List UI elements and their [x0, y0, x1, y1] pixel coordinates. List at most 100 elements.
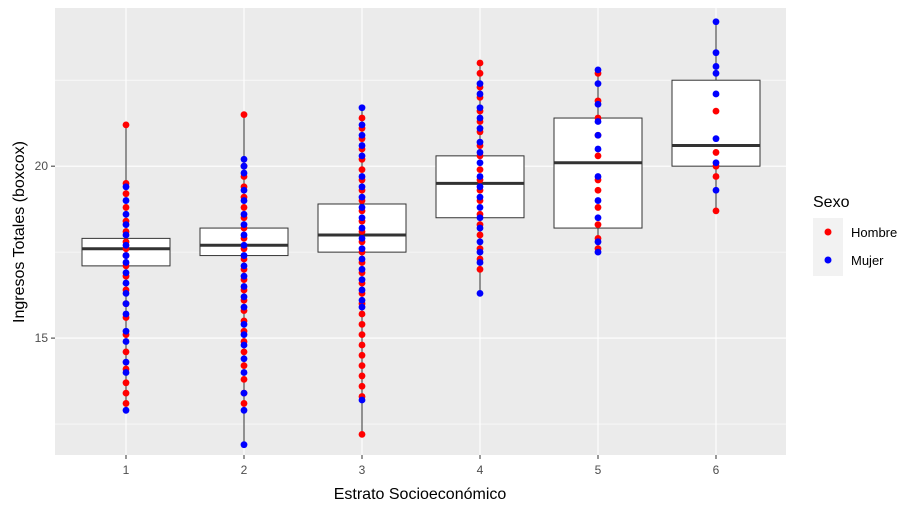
point-hombre: [476, 231, 484, 239]
point-mujer: [358, 255, 366, 263]
point-hombre: [240, 111, 248, 118]
point-mujer: [358, 193, 366, 201]
point-hombre: [358, 372, 366, 380]
point-mujer: [476, 124, 484, 132]
plot-panel: [55, 8, 786, 455]
point-hombre: [122, 400, 130, 407]
point-mujer: [476, 104, 484, 112]
point-mujer: [240, 331, 248, 339]
point-mujer: [476, 248, 484, 256]
point-mujer: [594, 214, 602, 222]
legend-key-hombre: [824, 228, 832, 236]
point-mujer: [122, 310, 130, 318]
point-mujer: [240, 241, 248, 249]
point-hombre: [594, 221, 602, 229]
y-tick-label: 20: [35, 159, 49, 173]
point-mujer: [240, 272, 248, 280]
point-mujer: [712, 18, 720, 26]
x-tick-label: 4: [477, 463, 484, 477]
point-mujer: [240, 320, 248, 328]
point-mujer: [594, 173, 602, 180]
point-hombre: [712, 173, 720, 180]
point-hombre: [122, 121, 130, 129]
point-mujer: [358, 173, 366, 180]
point-mujer: [358, 142, 366, 149]
point-hombre: [594, 186, 602, 194]
minor-gridlines: [55, 79, 786, 425]
point-mujer: [594, 80, 602, 88]
point-hombre: [358, 114, 366, 122]
legend-label-mujer: Mujer: [851, 253, 884, 268]
point-hombre: [122, 379, 130, 387]
point-mujer: [358, 286, 366, 294]
point-mujer: [476, 159, 484, 167]
point-mujer: [594, 238, 602, 246]
point-mujer: [712, 186, 720, 194]
point-hombre: [358, 362, 366, 369]
point-hombre: [358, 382, 366, 390]
point-mujer: [358, 121, 366, 129]
y-axis-title: Ingresos Totales (boxcox): [11, 141, 28, 323]
point-hombre: [358, 351, 366, 359]
x-tick-label: 6: [713, 463, 720, 477]
point-hombre: [712, 149, 720, 156]
point-mujer: [358, 265, 366, 273]
point-mujer: [476, 138, 484, 146]
point-mujer: [712, 49, 720, 57]
point-hombre: [476, 59, 484, 67]
point-mujer: [476, 183, 484, 191]
point-mujer: [122, 279, 130, 287]
point-hombre: [358, 166, 366, 174]
point-mujer: [122, 183, 130, 191]
point-mujer: [476, 259, 484, 266]
point-hombre: [240, 400, 248, 407]
point-mujer: [476, 114, 484, 122]
point-mujer: [240, 293, 248, 301]
point-mujer: [712, 63, 720, 70]
point-mujer: [122, 252, 130, 259]
point-mujer: [358, 224, 366, 232]
point-hombre: [122, 190, 130, 198]
point-mujer: [358, 183, 366, 191]
x-tick-label: 1: [123, 463, 130, 477]
point-mujer: [594, 118, 602, 125]
point-mujer: [122, 289, 130, 297]
point-mujer: [122, 259, 130, 266]
point-mujer: [122, 210, 130, 218]
point-mujer: [240, 231, 248, 239]
point-mujer: [240, 341, 248, 349]
point-mujer: [358, 303, 366, 311]
data-points: [122, 18, 720, 449]
point-mujer: [240, 197, 248, 204]
point-mujer: [240, 162, 248, 170]
point-mujer: [358, 204, 366, 211]
point-mujer: [122, 269, 130, 277]
point-mujer: [476, 149, 484, 156]
point-mujer: [240, 155, 248, 163]
point-mujer: [122, 197, 130, 204]
point-mujer: [594, 197, 602, 204]
point-mujer: [358, 104, 366, 112]
point-mujer: [122, 327, 130, 335]
point-hombre: [240, 204, 248, 211]
point-mujer: [240, 262, 248, 270]
point-hombre: [240, 348, 248, 356]
point-mujer: [476, 204, 484, 211]
legend-title: Sexo: [813, 194, 850, 211]
point-mujer: [122, 406, 130, 414]
point-mujer: [240, 441, 248, 449]
point-mujer: [240, 303, 248, 311]
point-hombre: [712, 107, 720, 115]
point-hombre: [594, 204, 602, 211]
point-hombre: [358, 341, 366, 349]
point-hombre: [358, 430, 366, 438]
point-mujer: [712, 159, 720, 167]
point-mujer: [358, 152, 366, 160]
x-tick-label: 5: [595, 463, 602, 477]
point-mujer: [240, 369, 248, 376]
point-hombre: [358, 310, 366, 318]
point-mujer: [240, 283, 248, 290]
point-mujer: [358, 296, 366, 304]
point-mujer: [240, 210, 248, 218]
